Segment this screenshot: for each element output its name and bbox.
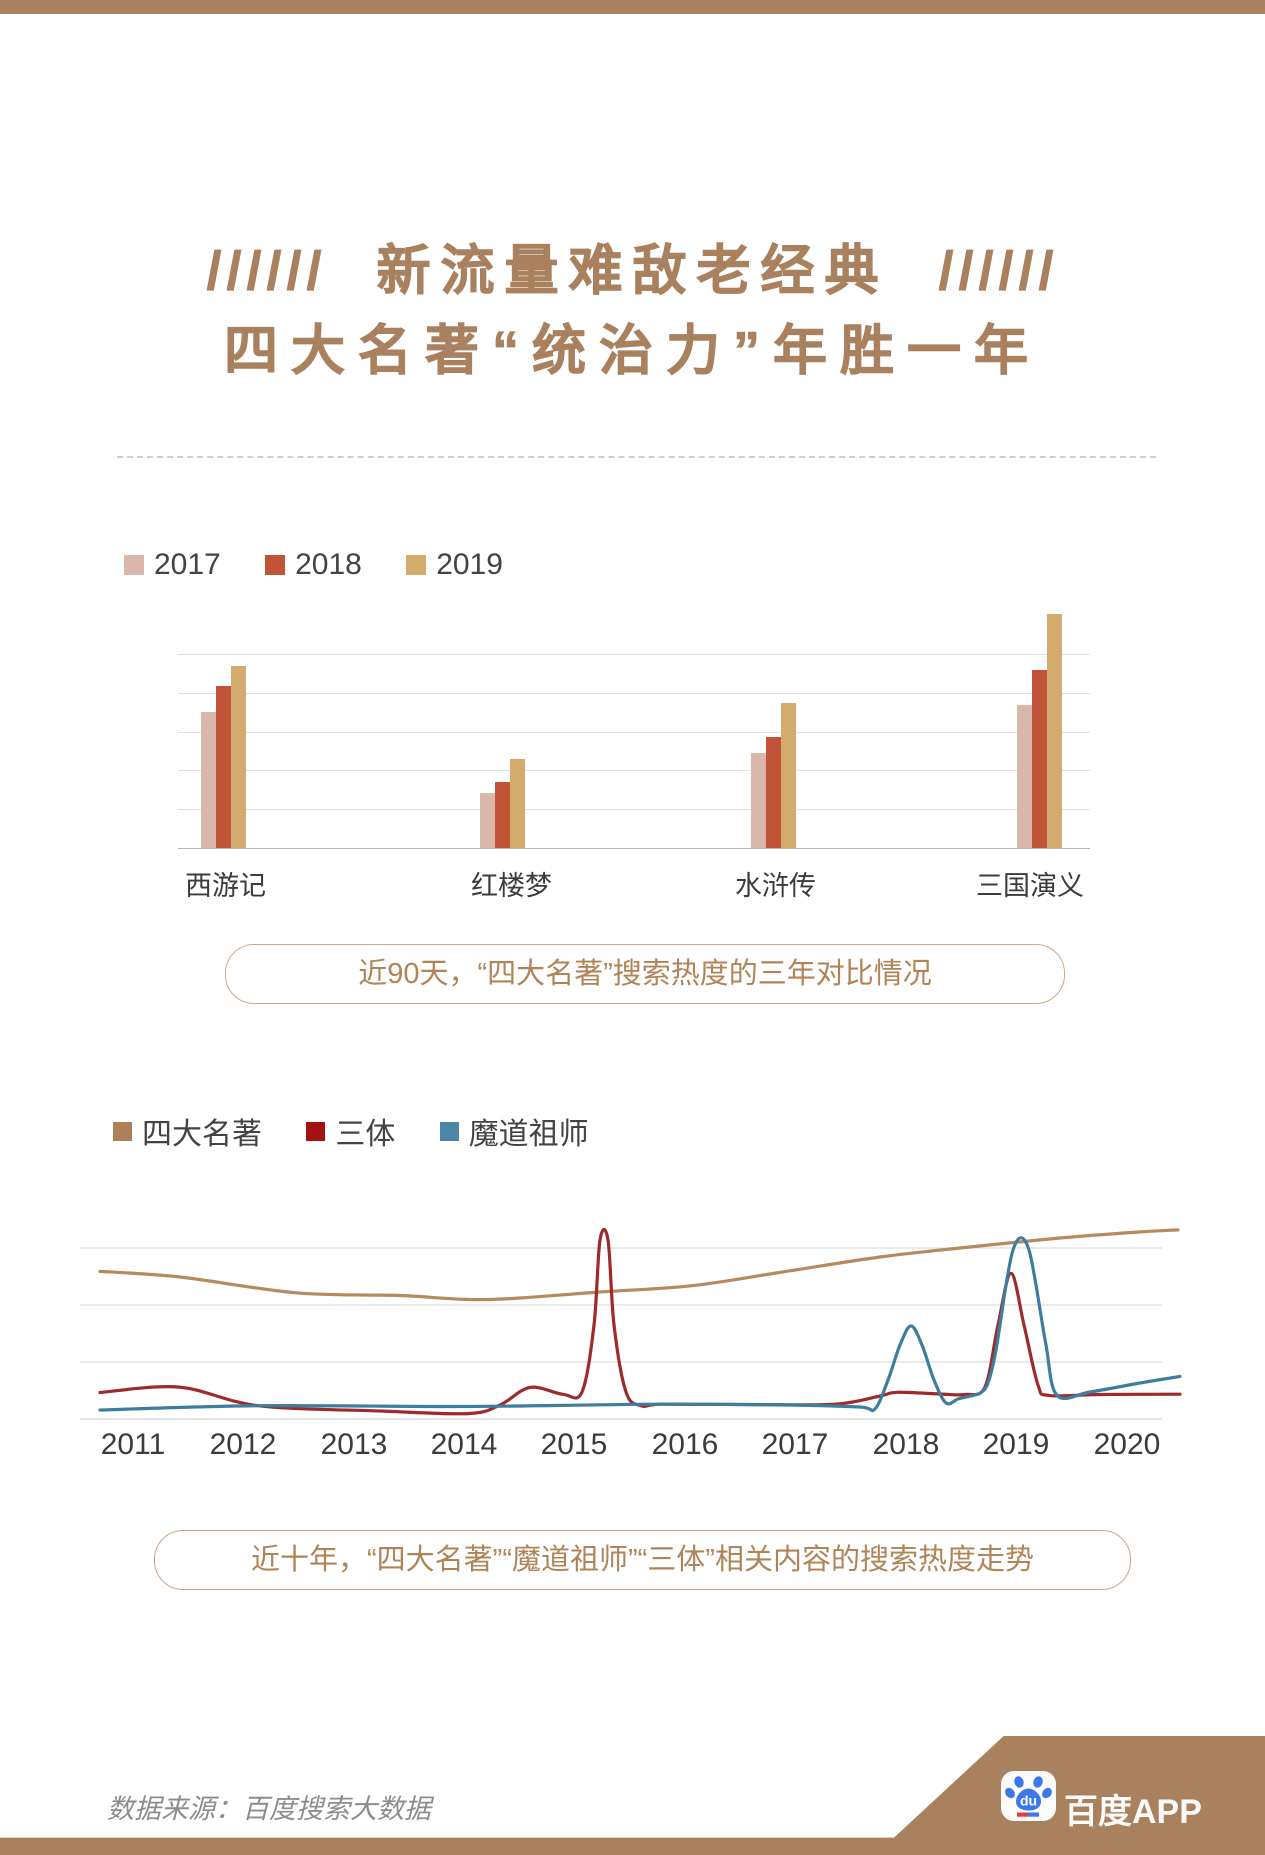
svg-text:du: du [1020,1793,1037,1809]
